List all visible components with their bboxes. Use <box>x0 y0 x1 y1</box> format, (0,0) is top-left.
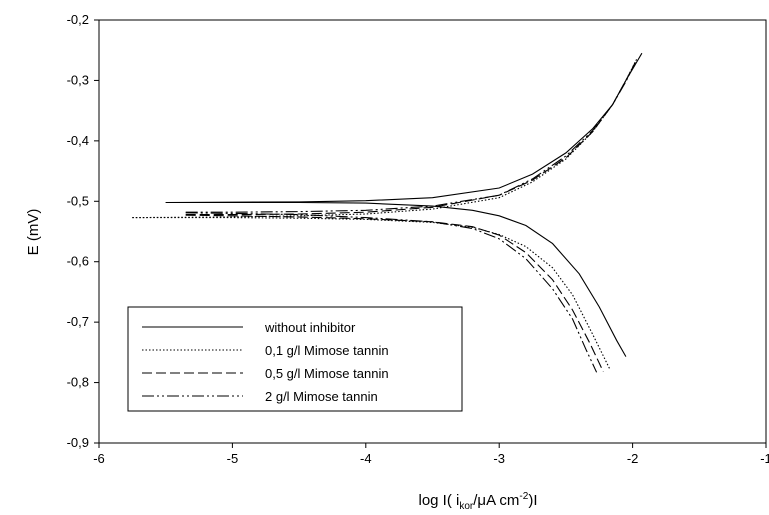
y-tick-label: -0,5 <box>67 193 89 208</box>
legend-box <box>127 306 463 412</box>
y-axis-label: E (mV) <box>25 209 42 256</box>
y-tick-label: -0,6 <box>67 254 89 269</box>
legend: without inhibitor 0,1 g/l Mimose tannin 0,… <box>127 306 463 412</box>
series-line-4-anodic <box>185 65 635 213</box>
x-axis-ticks: -6 -5 -4 -3 -2 -1 <box>93 443 769 466</box>
series-line-2-anodic <box>132 59 638 219</box>
x-axis-label: log I( ikor/μA cm-2)I <box>419 491 538 512</box>
x-tick-label: -1 <box>760 451 769 466</box>
legend-label-4: 2 g/l Mimose tannin <box>265 389 378 404</box>
plot-frame <box>98 19 767 444</box>
series-line-3-cathodic <box>185 214 604 372</box>
y-tick-label: -0,2 <box>67 12 89 27</box>
series-line-3-anodic <box>185 62 636 216</box>
series-line-1-cathodic <box>165 201 627 357</box>
y-tick-label: -0,8 <box>67 375 89 390</box>
x-tick-label: -5 <box>227 451 239 466</box>
x-axis-label-main: log I( i <box>419 492 460 509</box>
x-axis-label-subscript: kor <box>459 501 474 512</box>
y-axis-ticks: -0,9 -0,8 -0,7 -0,6 -0,5 -0,4 -0,3 -0,2 <box>67 12 99 450</box>
x-axis-label-middle: /μA cm <box>473 492 519 509</box>
legend-label-1: without inhibitor <box>264 320 356 335</box>
y-tick-label: -0,9 <box>67 435 89 450</box>
y-tick-label: -0,3 <box>67 72 89 87</box>
x-axis-label-end: )I <box>528 492 537 509</box>
series-line-1-anodic <box>165 52 643 204</box>
x-tick-label: -3 <box>493 451 505 466</box>
series-lines <box>132 52 643 373</box>
legend-label-2: 0,1 g/l Mimose tannin <box>265 343 389 358</box>
y-tick-label: -0,7 <box>67 314 89 329</box>
x-tick-label: -2 <box>627 451 639 466</box>
x-tick-label: -6 <box>93 451 105 466</box>
x-axis-label-superscript: -2 <box>519 491 528 502</box>
legend-label-3: 0,5 g/l Mimose tannin <box>265 366 389 381</box>
y-tick-label: -0,4 <box>67 133 89 148</box>
series-line-4-cathodic <box>185 212 598 373</box>
x-tick-label: -4 <box>360 451 372 466</box>
